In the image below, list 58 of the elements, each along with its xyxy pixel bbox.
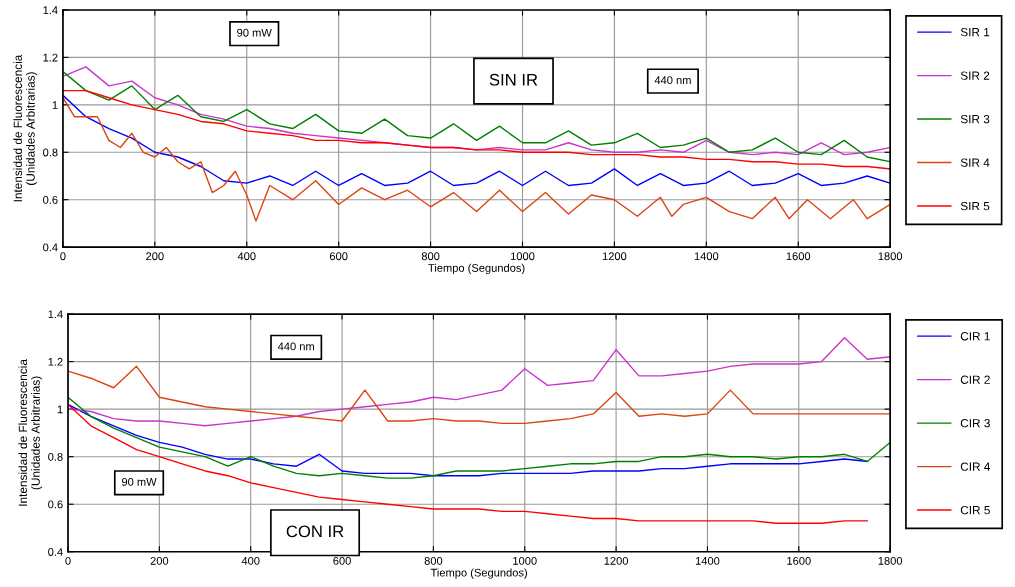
x-tick-label: 1600	[787, 556, 811, 565]
x-tick-label: 400	[237, 252, 256, 261]
y-tick-label: 0.4	[43, 243, 58, 252]
line-series	[68, 403, 869, 524]
x-tick-label: 1800	[878, 556, 903, 565]
x-tick-label: 1600	[786, 252, 811, 261]
x-tick-label: 800	[424, 556, 443, 565]
annotation: 440 nm	[277, 342, 314, 351]
y-tick-label: 1.4	[48, 310, 63, 319]
y-tick-label: 1	[57, 405, 63, 414]
annotation: 90 mW	[237, 28, 272, 37]
x-tick-label: 1000	[513, 556, 537, 565]
annotation: 90 mW	[121, 477, 157, 486]
x-tick-label: 1400	[694, 252, 719, 261]
y-tick-label: 0.4	[48, 548, 63, 556]
line-series	[62, 89, 891, 170]
x-tick-label: 200	[150, 556, 169, 565]
x-tick-label: 800	[421, 252, 440, 261]
x-tick-label: 1200	[602, 252, 627, 261]
x-tick-label: 600	[329, 252, 348, 261]
legend-label: SIR 5	[960, 201, 990, 211]
x-tick-label: 1000	[510, 252, 535, 261]
x-tick-label: 200	[146, 252, 164, 261]
annotation: CON IR	[286, 525, 344, 538]
y-tick-label: 0.6	[48, 500, 63, 509]
x-axis-title: Tiempo (Segundos)	[430, 568, 527, 579]
y-tick-label: 0.6	[43, 195, 58, 204]
y-tick-label: 0.8	[48, 452, 63, 461]
legend-label: CIR 3	[960, 419, 990, 428]
annotation: 440 nm	[654, 76, 691, 85]
legend-label: SIR 2	[960, 71, 990, 80]
line-series	[62, 94, 891, 187]
x-tick-label: 1800	[878, 252, 903, 261]
y-tick-label: 1	[52, 101, 58, 109]
legend-label: CIR 2	[960, 375, 990, 384]
line-series	[68, 337, 891, 427]
x-tick-label: 1200	[604, 556, 629, 565]
legend-label: CIR 1	[960, 332, 990, 341]
y-axis-title: Intensidad de Fluorescencia (Unidades Arbitrarias)	[18, 359, 43, 506]
y-tick-label: 1.2	[43, 53, 58, 62]
x-tick-label: 600	[333, 556, 351, 565]
x-tick-label: 1400	[695, 556, 720, 565]
y-tick-label: 0.8	[43, 148, 58, 157]
y-axis-title: Intensidad de Fluorescencia (Unidades Arbitrarias)	[13, 54, 38, 202]
legend-label: SIR 3	[960, 114, 990, 124]
legend-label: SIR 4	[960, 158, 990, 167]
x-tick-label: 0	[60, 252, 66, 261]
line-series	[62, 97, 891, 222]
legend-label: SIR 1	[960, 28, 990, 37]
line-series	[68, 365, 891, 425]
x-tick-label: 0	[65, 556, 71, 565]
annotation: SIN IR	[489, 73, 538, 86]
y-tick-label: 1.2	[48, 357, 63, 366]
y-tick-label: 1.4	[43, 6, 58, 15]
x-axis-title: Tiempo (Segundos)	[428, 263, 525, 275]
legend-label: CIR 5	[960, 505, 990, 515]
legend-label: CIR 4	[960, 462, 991, 471]
x-tick-label: 400	[241, 556, 260, 565]
